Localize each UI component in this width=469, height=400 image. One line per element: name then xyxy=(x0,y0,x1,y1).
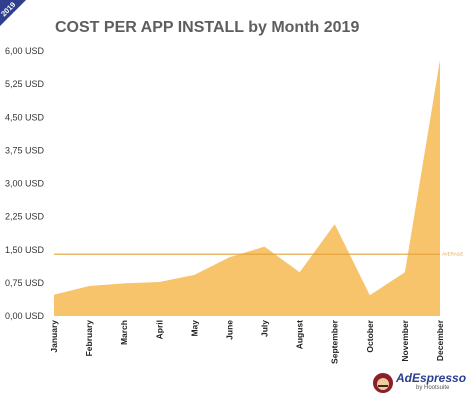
average-label: AVERAGE xyxy=(442,252,463,257)
x-tick-label: October xyxy=(365,319,375,352)
brand-name: AdEspresso xyxy=(396,371,467,385)
average-layer: AVERAGE xyxy=(54,252,463,257)
y-tick-label: 0,75 USD xyxy=(5,278,45,288)
x-tick-label: February xyxy=(84,320,94,357)
y-tick-label: 3,00 USD xyxy=(5,179,45,189)
mascot-icon xyxy=(373,373,393,393)
x-tick-label: July xyxy=(260,320,270,337)
area-layer xyxy=(53,59,441,316)
year-review-badge: 2019 Review xyxy=(0,0,26,26)
x-tick-label: November xyxy=(400,319,410,361)
x-tick-label: March xyxy=(119,320,129,345)
y-tick-label: 1,50 USD xyxy=(5,245,45,255)
chart-title: COST PER APP INSTALL by Month 2019 xyxy=(55,19,360,36)
adespresso-logo: AdEspresso by Hootsuite xyxy=(372,371,467,395)
y-tick-label: 5,25 USD xyxy=(5,79,45,89)
x-tick-label: January xyxy=(49,320,59,353)
x-axis: January February March April May June July Augu… xyxy=(49,319,445,364)
x-tick-label: December xyxy=(435,319,445,361)
x-tick-label: April xyxy=(154,320,164,339)
brand-sub: by Hootsuite xyxy=(416,385,450,391)
area-series xyxy=(54,59,440,316)
x-tick-label: May xyxy=(189,320,199,337)
y-axis: 0,00 USD 0,75 USD 1,50 USD 2,25 USD 3,00 USD… xyxy=(5,46,45,321)
x-tick-label: June xyxy=(224,320,234,340)
y-tick-label: 6,00 USD xyxy=(5,46,45,56)
y-tick-label: 4,50 USD xyxy=(5,112,45,122)
y-tick-label: 0,00 USD xyxy=(5,311,45,321)
x-tick-label: August xyxy=(295,320,305,349)
y-tick-label: 2,25 USD xyxy=(5,212,45,222)
x-tick-label: September xyxy=(330,319,340,364)
y-tick-label: 3,75 USD xyxy=(5,145,45,155)
